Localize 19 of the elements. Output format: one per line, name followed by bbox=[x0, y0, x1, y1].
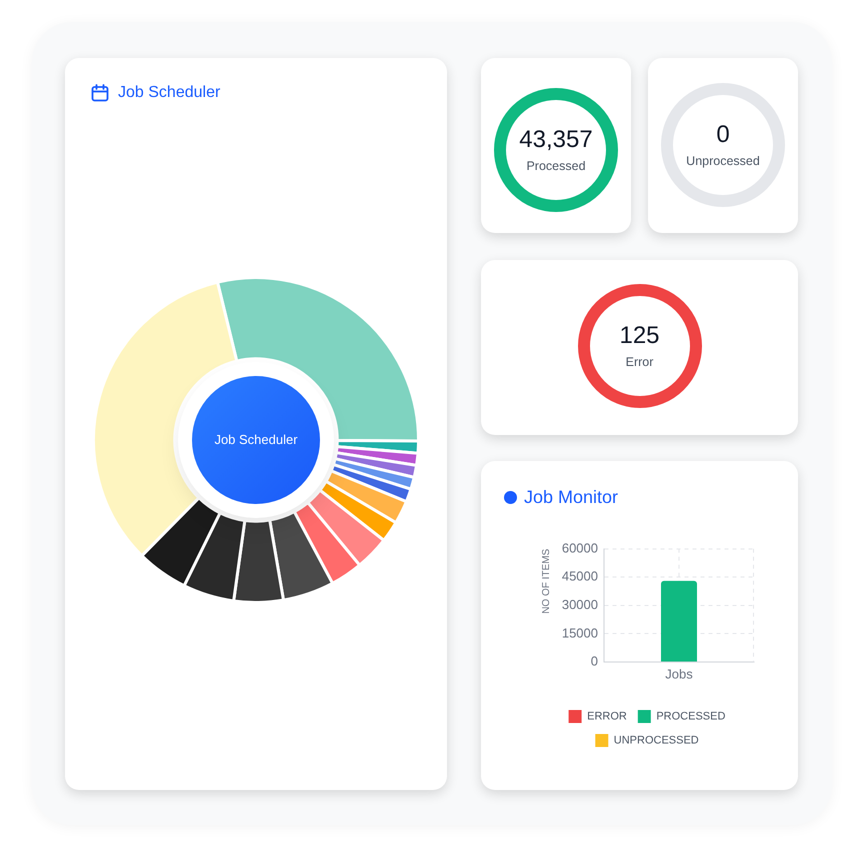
chart-title: Job Monitor bbox=[524, 486, 618, 508]
y-tick-label: 0 bbox=[590, 654, 598, 669]
text: 0 bbox=[716, 121, 730, 149]
legend-label: ERROR bbox=[587, 710, 627, 723]
chart-title: Job Scheduler bbox=[118, 84, 220, 102]
text: Unprocessed bbox=[686, 153, 760, 169]
y-tick-label: 30000 bbox=[562, 596, 598, 612]
legend-label: PROCESSED bbox=[656, 710, 726, 723]
y-tick-label: 15000 bbox=[562, 625, 598, 640]
y-tick-label: 60000 bbox=[562, 540, 598, 556]
text: Processed bbox=[526, 158, 586, 174]
y-tick-label: 45000 bbox=[562, 568, 598, 584]
text: 43,357 bbox=[519, 126, 593, 154]
text: Job Scheduler bbox=[214, 432, 298, 448]
x-tick-label: Jobs bbox=[665, 666, 694, 682]
y-axis-title: NO OF ITEMS bbox=[540, 548, 552, 614]
text: Error bbox=[626, 354, 654, 370]
text: 125 bbox=[619, 322, 660, 350]
legend-label: UNPROCESSED bbox=[614, 734, 699, 747]
